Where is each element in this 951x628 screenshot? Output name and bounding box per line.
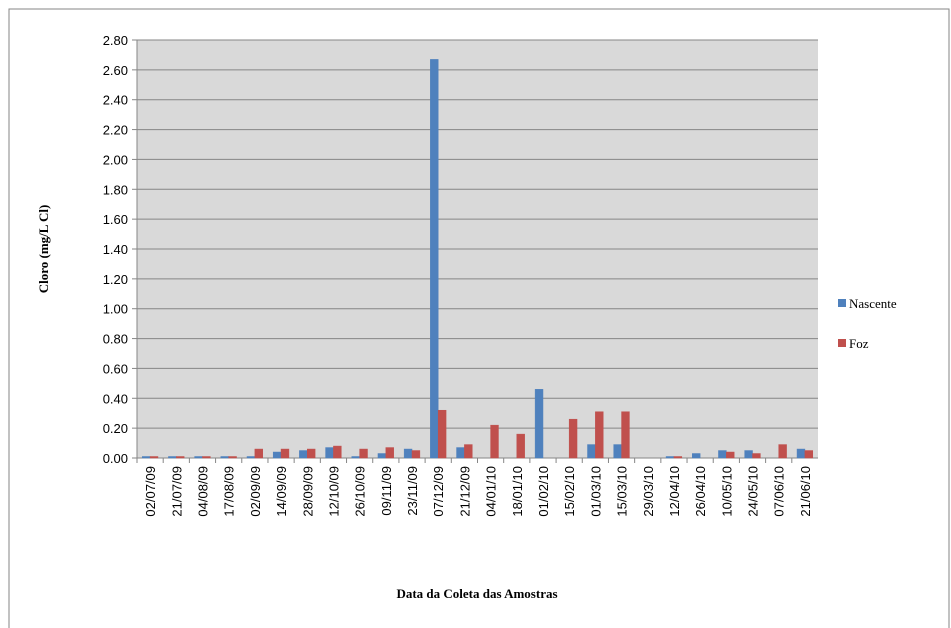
y-tick-label: 0.60 (103, 361, 128, 376)
bar (796, 448, 806, 459)
bar (534, 389, 544, 459)
bar (490, 424, 499, 459)
x-tick-label: 10/05/10 (719, 466, 734, 517)
y-tick-label: 1.40 (103, 242, 128, 257)
bar (778, 444, 787, 459)
x-tick-label: 23/11/09 (405, 466, 420, 516)
legend-swatch (838, 339, 846, 347)
bar (726, 451, 735, 459)
x-tick-label: 01/02/10 (536, 466, 551, 517)
x-tick-label: 02/07/09 (143, 466, 158, 517)
bar (325, 447, 334, 459)
x-tick-label: 14/09/09 (274, 466, 289, 517)
x-tick-label: 15/03/10 (615, 466, 630, 517)
bar (280, 448, 290, 459)
x-tick-label: 01/03/10 (588, 466, 603, 517)
x-tick-label: 26/10/09 (353, 466, 368, 517)
bar (194, 456, 203, 459)
legend-label: Nascente (849, 296, 897, 311)
bar (621, 411, 630, 459)
x-tick-label: 09/11/09 (379, 466, 394, 516)
x-tick-label: 21/06/10 (798, 466, 813, 517)
bar (804, 450, 814, 459)
x-tick-label: 15/02/10 (562, 466, 577, 517)
bar (246, 456, 256, 459)
legend-swatch (838, 299, 846, 307)
bar (307, 448, 316, 459)
x-tick-label: 21/12/09 (457, 466, 472, 517)
bar (359, 448, 368, 459)
x-axis-title: Data da Coleta das Amostras (396, 586, 557, 601)
bar (176, 456, 185, 459)
bar (430, 59, 439, 459)
bar (752, 453, 761, 459)
bar (464, 444, 473, 459)
x-tick-label: 12/04/10 (667, 466, 682, 517)
y-tick-label: 2.60 (103, 63, 128, 78)
bar (692, 453, 701, 459)
bar (403, 448, 413, 459)
y-tick-label: 1.20 (103, 272, 128, 287)
x-tick-label: 21/07/09 (169, 466, 184, 517)
bar (168, 456, 177, 459)
y-tick-label: 2.80 (103, 33, 128, 48)
y-tick-label: 0.20 (103, 421, 128, 436)
x-tick-label: 26/04/10 (693, 466, 708, 517)
y-axis-title: Cloro (mg/L Cl) (36, 205, 51, 294)
bar (516, 433, 525, 459)
legend-label: Foz (849, 336, 869, 351)
bar (744, 450, 753, 459)
bar (333, 445, 342, 459)
bar (299, 450, 308, 459)
x-tick-label: 04/08/09 (195, 466, 210, 517)
bar (437, 409, 447, 459)
bar (141, 456, 151, 459)
x-tick-label: 12/10/09 (326, 466, 341, 517)
x-tick-label: 02/09/09 (248, 466, 263, 517)
bar (377, 453, 387, 459)
bar (613, 444, 622, 459)
bar (718, 450, 727, 459)
bar (254, 448, 263, 459)
x-tick-label: 07/12/09 (431, 466, 446, 517)
bar (202, 456, 211, 459)
bar (595, 411, 604, 459)
x-tick-label: 29/03/10 (641, 466, 656, 517)
x-tick-label: 07/06/10 (772, 466, 787, 517)
x-tick-label: 17/08/09 (222, 466, 237, 517)
y-tick-label: 1.80 (103, 182, 128, 197)
y-tick-label: 2.00 (103, 152, 128, 167)
bar (351, 456, 360, 459)
bar (568, 418, 578, 459)
bar (673, 456, 683, 459)
bar (220, 456, 229, 459)
y-tick-label: 1.00 (103, 302, 128, 317)
bar (665, 456, 675, 459)
bar (272, 451, 282, 459)
y-tick-label: 0.80 (103, 332, 128, 347)
bar (149, 456, 159, 459)
y-tick-label: 1.60 (103, 212, 128, 227)
bar (456, 447, 465, 459)
bar (587, 444, 596, 459)
y-tick-label: 0.00 (103, 451, 128, 466)
y-tick-label: 2.40 (103, 93, 128, 108)
x-tick-label: 24/05/10 (746, 466, 761, 517)
bar (228, 456, 237, 459)
x-tick-label: 28/09/09 (300, 466, 315, 517)
x-tick-label: 18/01/10 (510, 466, 525, 517)
bar (411, 450, 421, 459)
y-tick-label: 0.40 (103, 391, 128, 406)
bar (385, 447, 394, 459)
x-tick-label: 04/01/10 (484, 466, 499, 517)
y-tick-label: 2.20 (103, 123, 128, 138)
